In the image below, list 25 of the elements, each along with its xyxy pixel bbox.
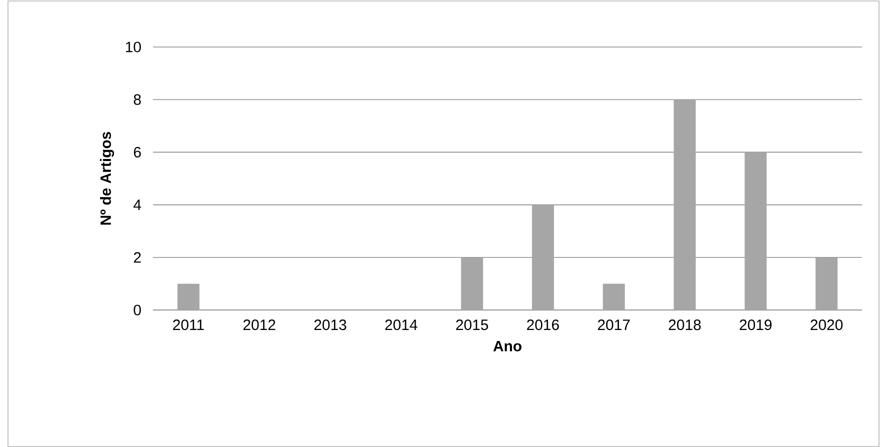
bar [744,152,767,310]
x-tick-label: 2013 [314,320,346,330]
x-axis-title: Ano [493,340,522,352]
y-tick-label: 2 [134,252,141,263]
x-tick-label: 2012 [243,320,276,330]
bar [816,257,838,310]
bar [532,204,554,310]
bar [177,284,200,310]
bar [602,284,625,310]
x-tick-label: 2018 [668,320,701,330]
y-axis-title: Nº de Artigos [100,132,114,225]
x-tick-label: 2014 [385,320,418,330]
x-tick-label: 2017 [598,320,630,330]
x-tick-label: 2015 [456,320,488,330]
x-tick-label: 2019 [740,320,772,330]
bar [674,100,696,310]
x-tick-label: 2016 [527,320,559,330]
y-tick-label: 6 [134,146,141,158]
y-tick-label: 0 [134,304,141,316]
y-tick-label: 10 [126,42,141,52]
x-tick-label: 2011 [173,320,204,330]
bar [461,257,484,310]
x-tick-label: 2020 [810,320,843,330]
y-tick-label: 8 [134,94,141,105]
y-tick-label: 4 [134,200,142,210]
